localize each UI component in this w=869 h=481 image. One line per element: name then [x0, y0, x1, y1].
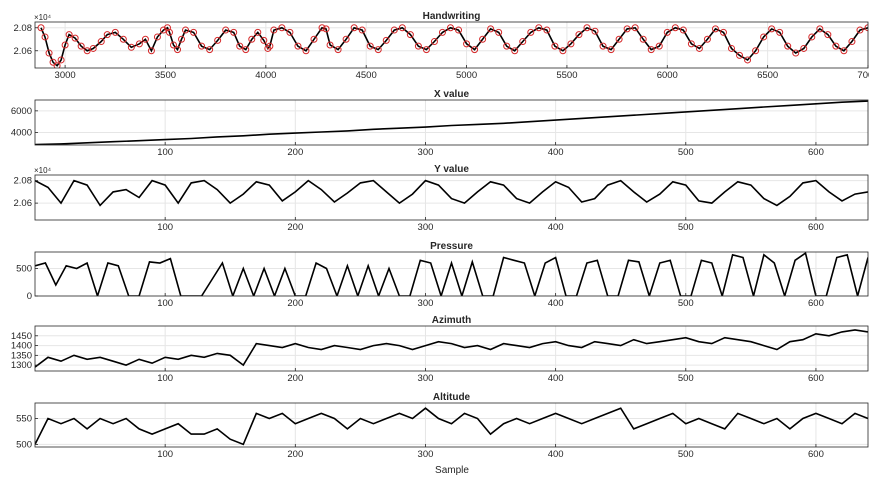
x-tick-label: 7000	[857, 70, 869, 81]
y-tick-label: 1300	[11, 360, 32, 371]
subplot-title: Pressure	[430, 241, 473, 252]
x-tick-label: 300	[418, 147, 434, 158]
x-tick-label: 400	[548, 147, 564, 158]
subplot-3: 100 200 300 400 500 600 0 500 Pressure	[16, 241, 868, 309]
x-tick-label: 600	[808, 222, 824, 233]
x-tick-label: 6500	[757, 70, 778, 81]
x-tick-label: 600	[808, 373, 824, 384]
y-tick-label: 1450	[11, 331, 32, 342]
subplot-title: Azimuth	[432, 315, 471, 326]
subplot-2: 100 200 300 400 500 600 2.06 2.08×10⁴ Y value	[14, 164, 869, 233]
x-tick-label: 5500	[556, 70, 577, 81]
figure-xlabel: Sample	[435, 465, 469, 476]
x-tick-label: 3000	[55, 70, 76, 81]
x-tick-label: 500	[678, 222, 694, 233]
x-tick-label: 4000	[255, 70, 276, 81]
x-tick-label: 5000	[456, 70, 477, 81]
y-tick-label: 2.06	[14, 198, 33, 209]
x-tick-label: 6000	[657, 70, 678, 81]
x-tick-label: 300	[418, 449, 434, 460]
subplot-1: 100 200 300 400 500 600 4000 6000 X value	[11, 89, 868, 158]
y-tick-label: 2.06	[14, 46, 33, 57]
x-tick-label: 100	[157, 222, 173, 233]
y-tick-label: 0	[27, 291, 32, 302]
axes-background	[35, 403, 868, 447]
y-tick-label: 1400	[11, 341, 32, 352]
subplot-title: X value	[434, 89, 469, 100]
x-tick-label: 300	[418, 298, 434, 309]
x-tick-label: 400	[548, 298, 564, 309]
subplot-0: 3000 3500 4000 4500 5000 5500 6000 6500 7000 2.06…	[14, 11, 869, 81]
x-tick-label: 600	[808, 449, 824, 460]
subplot-title: Handwriting	[423, 11, 481, 22]
x-tick-label: 400	[548, 373, 564, 384]
axes-background	[35, 326, 868, 371]
x-tick-label: 500	[678, 449, 694, 460]
x-tick-label: 200	[287, 373, 303, 384]
x-tick-label: 4500	[356, 70, 377, 81]
y-tick-label: 500	[16, 264, 32, 275]
axes-background	[35, 100, 868, 145]
x-tick-label: 400	[548, 449, 564, 460]
x-tick-label: 400	[548, 222, 564, 233]
x-tick-label: 200	[287, 147, 303, 158]
x-tick-label: 500	[678, 298, 694, 309]
x-tick-label: 500	[678, 147, 694, 158]
y-tick-label: 500	[16, 439, 32, 450]
subplot-title: Altitude	[433, 392, 471, 403]
y-tick-label: 2.08	[14, 23, 33, 34]
subplot-title: Y value	[434, 164, 469, 175]
x-tick-label: 600	[808, 147, 824, 158]
x-tick-label: 300	[418, 373, 434, 384]
y-exponent-label: ×10⁴	[34, 166, 52, 175]
x-tick-label: 100	[157, 373, 173, 384]
x-tick-label: 100	[157, 147, 173, 158]
x-tick-label: 3500	[155, 70, 176, 81]
y-tick-label: 1350	[11, 350, 32, 361]
x-tick-label: 200	[287, 449, 303, 460]
x-tick-label: 500	[678, 373, 694, 384]
y-tick-label: 550	[16, 414, 32, 425]
y-tick-label: 6000	[11, 106, 32, 117]
subplot-5: 100 200 300 400 500 600 500 550 Altitude	[16, 392, 868, 460]
x-tick-label: 100	[157, 449, 173, 460]
x-tick-label: 200	[287, 222, 303, 233]
x-tick-label: 300	[418, 222, 434, 233]
y-tick-label: 2.08	[14, 176, 33, 187]
x-tick-label: 600	[808, 298, 824, 309]
y-exponent-label: ×10⁴	[34, 13, 52, 22]
y-tick-label: 4000	[11, 128, 32, 139]
x-tick-label: 200	[287, 298, 303, 309]
x-tick-label: 100	[157, 298, 173, 309]
